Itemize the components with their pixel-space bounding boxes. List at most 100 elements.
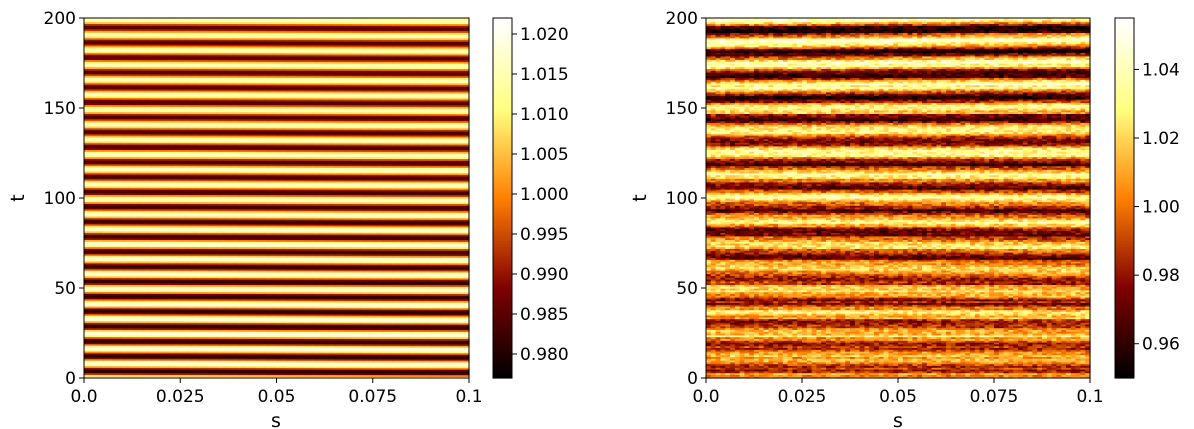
heatmap-cell <box>430 365 441 368</box>
heatmap-cell <box>228 289 239 293</box>
heatmap-cell <box>93 322 104 325</box>
heatmap-cell <box>180 288 191 291</box>
heatmap-cell <box>420 324 432 327</box>
heatmap-cell <box>401 293 412 296</box>
heatmap-cell <box>209 333 220 336</box>
heatmap-cell <box>161 313 172 316</box>
heatmap-cell <box>228 372 239 375</box>
heatmap-cell <box>286 342 297 345</box>
heatmap-cell <box>363 333 374 336</box>
heatmap-cell <box>122 333 133 336</box>
heatmap-cell <box>170 320 181 323</box>
heatmap-cell <box>295 304 306 307</box>
heatmap-cell <box>257 352 268 356</box>
heatmap-cell <box>315 286 326 289</box>
heatmap-cell <box>324 324 335 327</box>
heatmap-cell <box>372 311 383 314</box>
heatmap-cell <box>93 331 104 334</box>
heatmap-cell <box>170 367 181 370</box>
heatmap-cell <box>459 316 470 320</box>
heatmap-cell <box>247 338 258 341</box>
heatmap-cell <box>266 369 278 372</box>
heatmap-cell <box>151 302 162 305</box>
heatmap-cell <box>218 325 229 329</box>
heatmap-cell <box>286 293 297 296</box>
heatmap-cell <box>132 343 143 347</box>
heatmap-cell <box>334 361 345 365</box>
heatmap-cell <box>218 304 229 307</box>
heatmap-cell <box>112 322 124 325</box>
heatmap-cell <box>353 311 364 314</box>
heatmap-cell <box>141 311 152 314</box>
heatmap-cell <box>209 352 220 356</box>
heatmap-cell <box>430 358 441 361</box>
heatmap-cell <box>122 334 133 338</box>
heatmap-cell <box>459 352 470 356</box>
heatmap-cell <box>103 316 114 320</box>
heatmap-cell <box>343 369 355 372</box>
heatmap-cell <box>392 304 403 307</box>
heatmap-cell <box>420 360 432 363</box>
heatmap-cell <box>93 320 104 323</box>
heatmap-cell <box>132 297 143 300</box>
heatmap-cell <box>247 354 258 357</box>
heatmap-cell <box>411 320 422 323</box>
heatmap-cell <box>122 336 133 339</box>
heatmap-cell <box>93 329 104 332</box>
heatmap-cell <box>180 370 191 374</box>
heatmap-cell <box>189 288 201 291</box>
heatmap-cell <box>411 361 422 365</box>
heatmap-cell <box>276 361 287 365</box>
heatmap-cell <box>459 289 470 293</box>
heatmap-cell <box>103 324 114 327</box>
heatmap-cell <box>161 297 172 300</box>
heatmap-cell <box>315 329 326 332</box>
heatmap-cell <box>132 324 143 327</box>
heatmap-cell <box>449 311 460 314</box>
heatmap-cell <box>353 374 364 377</box>
heatmap-cell <box>411 329 422 332</box>
heatmap-cell <box>228 354 239 357</box>
heatmap-cell <box>276 334 287 338</box>
heatmap-cell <box>189 342 201 345</box>
heatmap-cell <box>103 370 114 374</box>
heatmap-cell <box>266 333 278 336</box>
heatmap-cell <box>411 347 422 350</box>
heatmap-cell <box>189 333 201 336</box>
heatmap-cell <box>372 302 383 305</box>
heatmap-cell <box>420 343 432 347</box>
heatmap-cell <box>449 298 460 302</box>
heatmap-cell <box>189 284 201 287</box>
heatmap-cell <box>151 293 162 296</box>
heatmap-cell <box>343 333 355 336</box>
heatmap-cell <box>276 327 287 330</box>
heatmap-cell <box>420 297 432 300</box>
heatmap-cell <box>199 342 210 345</box>
heatmap-cell <box>411 295 422 298</box>
heatmap-cell <box>132 286 143 289</box>
heatmap-cell <box>180 315 191 318</box>
heatmap-cell <box>430 311 441 314</box>
heatmap-cell <box>305 367 316 370</box>
heatmap-cell <box>93 372 104 375</box>
heatmap-cell <box>247 358 258 361</box>
heatmap-cell <box>401 358 412 361</box>
heatmap-cell <box>363 331 374 334</box>
heatmap-cell <box>180 318 191 321</box>
heatmap-cell <box>459 318 470 321</box>
heatmap-cell <box>180 372 191 375</box>
heatmap-cell <box>401 313 412 316</box>
heatmap-cell <box>199 307 210 311</box>
heatmap-cell <box>440 302 451 305</box>
heatmap-cell <box>103 358 114 361</box>
heatmap-cell <box>324 329 335 332</box>
heatmap-cell <box>141 376 152 379</box>
heatmap-cell <box>440 325 451 329</box>
heatmap-cell <box>324 351 335 354</box>
heatmap-cell <box>122 345 133 348</box>
heatmap-cell <box>440 369 451 372</box>
heatmap-cell <box>180 376 191 379</box>
heatmap-cell <box>363 327 374 330</box>
heatmap-cell <box>180 297 191 300</box>
